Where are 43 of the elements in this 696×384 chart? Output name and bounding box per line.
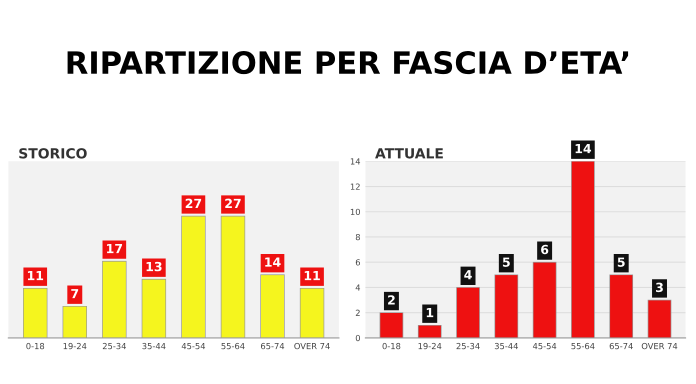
x-tick-label: 65-74: [610, 342, 633, 350]
y-tick-label: 8: [356, 234, 360, 240]
data-label: 14: [576, 144, 592, 154]
x-tick-label: 25-34: [102, 342, 126, 350]
data-label: 3: [656, 282, 663, 292]
x-tick-label: 0-18: [382, 342, 400, 350]
y-tick-label: 14: [350, 158, 360, 164]
y-tick-label: 2: [356, 310, 360, 316]
y-tick-label: 10: [350, 208, 360, 216]
data-label: 17: [107, 244, 122, 254]
data-label: 14: [265, 257, 281, 267]
data-label: 11: [304, 271, 320, 280]
data-label: 11: [28, 271, 44, 280]
y-tick-label: 12: [350, 183, 360, 190]
chart-title: ATTUALE: [375, 148, 443, 159]
x-tick-label: 45-54: [532, 343, 556, 350]
data-label: 7: [71, 289, 78, 298]
x-tick-label: 65-74: [260, 342, 284, 350]
x-tick-label: 25-34: [456, 342, 480, 350]
chart-title: STORICO: [19, 148, 87, 159]
x-tick-label: 55-64: [571, 342, 595, 350]
x-tick-label: 55-64: [222, 342, 245, 350]
data-label: 5: [502, 258, 510, 267]
data-label: 27: [186, 198, 202, 208]
data-label: 27: [225, 198, 241, 208]
y-tick-label: 4: [356, 284, 360, 291]
data-label: 5: [618, 258, 625, 267]
x-tick-label: 0-18: [26, 342, 44, 350]
y-tick-label: 0: [356, 334, 360, 342]
x-tick-label: 35-44: [494, 342, 518, 350]
data-label: 2: [388, 295, 395, 305]
data-label: 1: [426, 308, 434, 318]
data-label: 4: [464, 270, 472, 280]
x-tick-label: OVER 74: [642, 342, 678, 350]
x-tick-label: 19-24: [418, 342, 442, 350]
x-tick-label: 35-44: [142, 342, 166, 350]
text: RIPARTIZIONE PER FASCIA D’ETA’: [68, 51, 628, 74]
x-tick-label: 45-54: [182, 343, 206, 350]
x-tick-label: OVER 74: [294, 342, 330, 350]
y-tick-label: 6: [356, 259, 360, 266]
x-tick-label: 19-24: [64, 342, 86, 350]
data-label: 13: [146, 262, 162, 272]
data-label: 6: [541, 244, 548, 254]
